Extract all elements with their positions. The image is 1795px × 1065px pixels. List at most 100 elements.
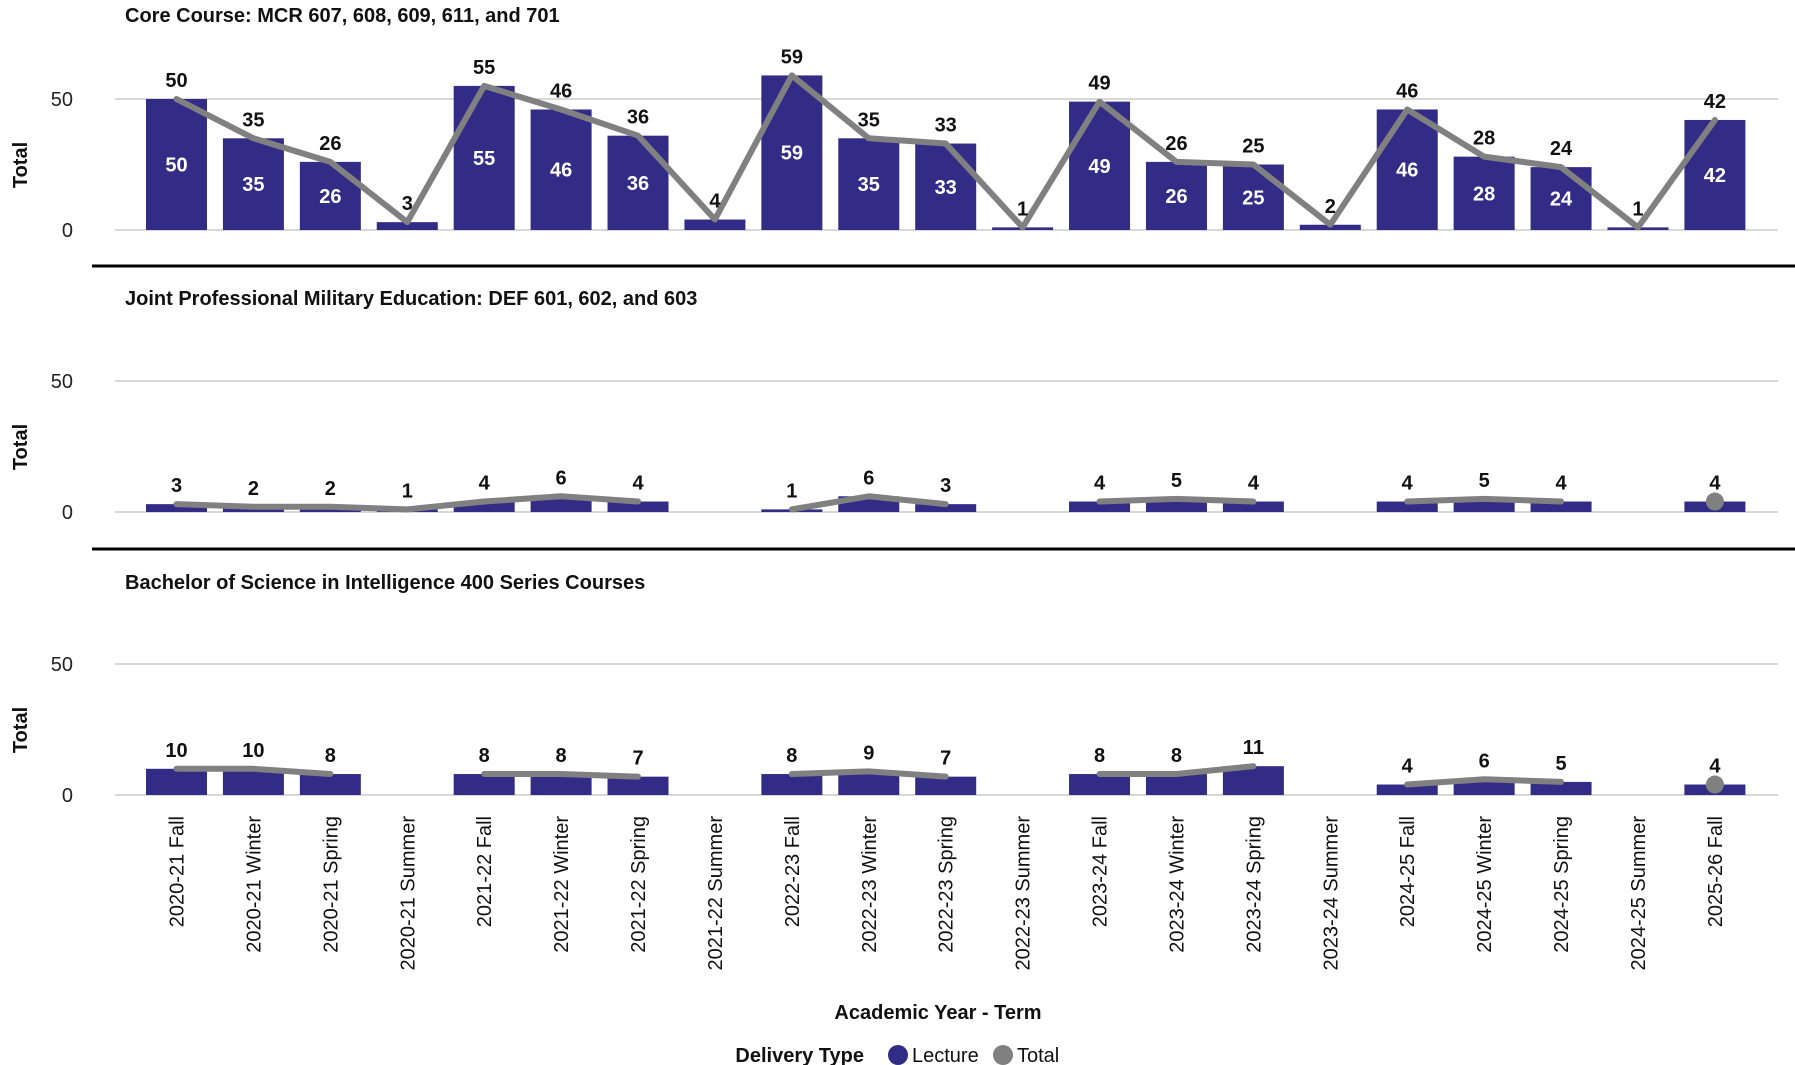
y-tick-label: 0: [62, 220, 73, 242]
total-line: [173, 493, 642, 513]
x-tick-label: 2020-21 Summer: [397, 816, 419, 971]
lecture-bar: [915, 776, 977, 795]
x-tick-label: 2021-22 Spring: [628, 816, 650, 953]
lecture-bar: [1684, 119, 1746, 230]
legend-lecture-swatch: [888, 1045, 908, 1065]
total-data-label: 8: [325, 745, 336, 767]
total-data-label: 4: [479, 473, 491, 495]
lecture-bar: [146, 99, 207, 230]
lecture-data-label: 24: [1550, 189, 1573, 211]
chart-panels: Core Course: MCR 607, 608, 609, 611, and…: [10, 5, 1795, 807]
lecture-data-label: 49: [1088, 156, 1110, 178]
lecture-bar: [1376, 784, 1438, 795]
lecture-bar: [1376, 501, 1438, 512]
total-data-label: 46: [550, 80, 572, 102]
lecture-bar: [453, 774, 515, 795]
lecture-bar: [607, 776, 669, 795]
y-axis-title: Total: [10, 142, 32, 188]
lecture-data-label: 42: [1704, 165, 1726, 187]
x-tick-label: 2024-25 Summer: [1628, 816, 1650, 971]
y-tick-label: 50: [51, 89, 73, 111]
lecture-data-label: 26: [319, 186, 341, 208]
total-data-label: 8: [1171, 745, 1182, 767]
total-data-label: 50: [165, 70, 187, 92]
total-data-label: 2: [1325, 196, 1336, 218]
total-data-label: 46: [1396, 80, 1418, 102]
y-tick-label: 0: [62, 502, 73, 524]
x-tick-label: 2025-26 Fall: [1705, 816, 1727, 927]
lecture-bar: [1145, 161, 1207, 230]
lecture-bar: [1453, 156, 1515, 230]
x-tick-label: 2023-24 Summer: [1320, 816, 1342, 971]
panel-title: Joint Professional Military Education: D…: [125, 288, 697, 310]
lecture-bar: [453, 501, 515, 512]
total-data-label: 28: [1473, 128, 1495, 150]
x-tick-label: 2022-23 Spring: [936, 816, 958, 953]
total-data-label: 49: [1088, 73, 1110, 95]
total-line: [173, 765, 334, 778]
total-data-label: 4: [1094, 473, 1106, 495]
lecture-bar: [1222, 501, 1284, 512]
panel-2: Joint Professional Military Education: D…: [10, 288, 1778, 524]
total-data-label: 3: [171, 475, 182, 497]
legend-total-label: Total: [1017, 1045, 1059, 1065]
total-data-label: 9: [863, 742, 874, 764]
total-data-label: 3: [402, 193, 413, 215]
x-tick-label: 2020-21 Fall: [167, 816, 189, 927]
lecture-data-label: 55: [473, 148, 495, 170]
x-tick-label: 2020-21 Spring: [320, 816, 342, 953]
total-data-label: 25: [1242, 136, 1264, 158]
total-data-label: 11: [1243, 737, 1264, 759]
total-data-label: 5: [1171, 470, 1182, 492]
total-line: [1096, 495, 1257, 505]
lecture-bar: [761, 774, 823, 795]
total-data-label: 4: [1555, 473, 1567, 495]
x-tick-label: 2021-22 Winter: [551, 816, 573, 953]
total-line: [1096, 763, 1257, 778]
total-point: [1705, 492, 1724, 511]
lecture-bar: [530, 109, 592, 230]
total-data-label: 4: [1709, 756, 1721, 778]
lecture-bar: [1530, 167, 1592, 230]
total-point: [1705, 775, 1724, 794]
total-data-label: 1: [1632, 198, 1643, 220]
lecture-data-label: 28: [1473, 183, 1495, 205]
total-data-label: 1: [786, 480, 797, 502]
lecture-bar: [761, 75, 823, 230]
total-data-label: 4: [1248, 473, 1260, 495]
panel-title: Core Course: MCR 607, 608, 609, 611, and…: [125, 5, 560, 27]
lecture-bar: [530, 774, 592, 795]
x-tick-label: 2020-21 Winter: [243, 816, 265, 953]
lecture-data-label: 46: [550, 160, 572, 182]
lecture-data-label: 33: [935, 177, 957, 199]
lecture-bar: [146, 768, 207, 795]
total-data-label: 4: [1709, 473, 1721, 495]
lecture-data-label: 46: [1396, 160, 1418, 182]
total-data-label: 8: [556, 745, 567, 767]
lecture-bar: [915, 143, 977, 230]
y-axis-title: Total: [10, 424, 32, 470]
total-line: [481, 771, 642, 780]
total-data-label: 26: [319, 133, 341, 155]
lecture-bar: [1069, 774, 1131, 795]
total-data-label: 6: [863, 467, 874, 489]
legend-total-swatch: [993, 1045, 1013, 1065]
y-tick-label: 50: [51, 654, 73, 676]
x-tick-label: 2023-24 Winter: [1166, 816, 1188, 953]
lecture-bar: [838, 138, 900, 230]
total-data-label: 24: [1550, 138, 1573, 160]
total-data-label: 4: [1402, 473, 1414, 495]
x-tick-label: 2022-23 Summer: [1013, 816, 1035, 971]
legend-lecture-label: Lecture: [912, 1045, 979, 1065]
lecture-data-label: 59: [781, 143, 803, 165]
total-data-label: 36: [627, 107, 649, 129]
total-data-label: 35: [858, 109, 880, 131]
x-tick-label: 2024-25 Winter: [1474, 816, 1496, 953]
lecture-bar: [222, 138, 284, 230]
total-data-label: 8: [786, 745, 797, 767]
total-line: [788, 768, 949, 780]
total-data-label: 3: [940, 475, 951, 497]
panel-1: Core Course: MCR 607, 608, 609, 611, and…: [10, 5, 1778, 242]
total-data-label: 4: [632, 473, 644, 495]
